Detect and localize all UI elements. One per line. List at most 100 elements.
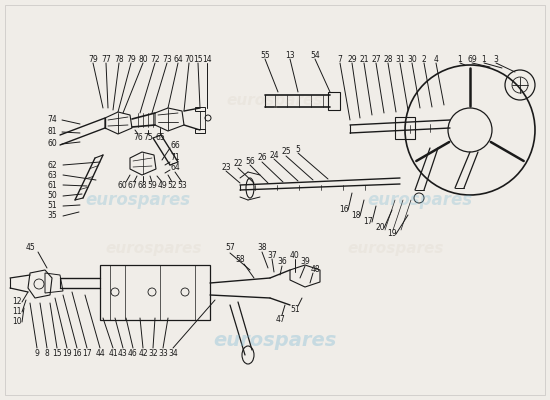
Text: 77: 77 [101, 54, 111, 64]
Text: 39: 39 [300, 258, 310, 266]
Text: 52: 52 [167, 180, 177, 190]
Bar [328, 92, 340, 110]
Bar [195, 129, 205, 133]
Text: 67: 67 [127, 180, 137, 190]
Text: 1: 1 [482, 54, 486, 64]
Text: 1: 1 [458, 54, 463, 64]
Text: 65: 65 [155, 134, 165, 142]
Text: 80: 80 [138, 54, 148, 64]
Text: 78: 78 [114, 54, 124, 64]
Text: 3: 3 [493, 54, 498, 64]
Text: 68: 68 [137, 180, 147, 190]
Text: 22: 22 [233, 160, 243, 168]
Text: 36: 36 [277, 258, 287, 266]
Text: 41: 41 [108, 348, 118, 358]
Text: eurospares: eurospares [85, 191, 190, 209]
Text: 45: 45 [25, 244, 35, 252]
Text: 40: 40 [290, 250, 300, 260]
Text: 60: 60 [117, 180, 127, 190]
Text: 13: 13 [285, 50, 295, 60]
Text: 12: 12 [12, 298, 22, 306]
Text: 76: 76 [133, 134, 143, 142]
Bar [395, 117, 415, 139]
Text: 14: 14 [202, 56, 212, 64]
Text: 49: 49 [157, 180, 167, 190]
Text: 29: 29 [347, 54, 357, 64]
Text: eurospares: eurospares [367, 191, 472, 209]
Text: 47: 47 [275, 316, 285, 324]
Text: 64: 64 [170, 164, 180, 172]
Text: 63: 63 [47, 170, 57, 180]
Text: 50: 50 [47, 192, 57, 200]
Text: 60: 60 [47, 140, 57, 148]
Text: 74: 74 [47, 116, 57, 124]
Text: 43: 43 [118, 348, 128, 358]
Text: 37: 37 [267, 250, 277, 260]
Text: 70: 70 [184, 54, 194, 64]
Text: eurospares: eurospares [213, 330, 337, 350]
Text: 31: 31 [395, 54, 405, 64]
Text: 21: 21 [359, 54, 369, 64]
Text: 69: 69 [467, 54, 477, 64]
Text: 2: 2 [422, 54, 426, 64]
Text: eurospares: eurospares [106, 240, 202, 256]
Text: 17: 17 [82, 348, 92, 358]
Text: 51: 51 [290, 306, 300, 314]
Text: 35: 35 [47, 212, 57, 220]
Text: 26: 26 [257, 154, 267, 162]
Text: 16: 16 [72, 348, 82, 358]
Text: 62: 62 [47, 160, 57, 170]
Text: 11: 11 [12, 308, 22, 316]
Text: 55: 55 [260, 50, 270, 60]
Text: 53: 53 [177, 180, 187, 190]
Text: 5: 5 [295, 144, 300, 154]
Text: 79: 79 [88, 54, 98, 64]
Text: 10: 10 [12, 318, 22, 326]
Text: 51: 51 [47, 202, 57, 210]
Text: 17: 17 [363, 218, 373, 226]
Text: 56: 56 [245, 156, 255, 166]
Text: 19: 19 [387, 230, 397, 238]
Text: 42: 42 [138, 348, 148, 358]
Text: 7: 7 [338, 54, 343, 64]
Text: 20: 20 [375, 224, 385, 232]
Text: 30: 30 [407, 54, 417, 64]
Text: 33: 33 [158, 348, 168, 358]
Text: 34: 34 [168, 348, 178, 358]
Text: 8: 8 [45, 348, 50, 358]
Text: 71: 71 [170, 154, 180, 162]
Text: 27: 27 [371, 54, 381, 64]
Text: 32: 32 [148, 348, 158, 358]
Text: 75: 75 [143, 134, 153, 142]
Text: eurospares: eurospares [348, 240, 444, 256]
Text: 24: 24 [269, 150, 279, 160]
Text: 58: 58 [235, 256, 245, 264]
Text: 64: 64 [173, 54, 183, 64]
Text: 59: 59 [147, 180, 157, 190]
Text: 46: 46 [128, 348, 138, 358]
Text: 18: 18 [351, 212, 361, 220]
Bar [100, 265, 210, 320]
Bar [195, 107, 205, 111]
Text: 15: 15 [52, 348, 62, 358]
Text: 15: 15 [193, 56, 203, 64]
Text: eurospares: eurospares [227, 92, 323, 108]
Text: 57: 57 [225, 244, 235, 252]
Text: 61: 61 [47, 180, 57, 190]
Text: 23: 23 [221, 162, 231, 172]
Text: 72: 72 [150, 54, 160, 64]
Text: 44: 44 [95, 348, 105, 358]
Text: 9: 9 [35, 348, 40, 358]
Text: 38: 38 [257, 244, 267, 252]
Text: 4: 4 [433, 54, 438, 64]
Text: 28: 28 [383, 54, 393, 64]
Text: 81: 81 [47, 128, 57, 136]
Text: 16: 16 [339, 206, 349, 214]
Text: 73: 73 [162, 54, 172, 64]
Text: 19: 19 [62, 348, 72, 358]
Text: 66: 66 [170, 140, 180, 150]
Text: 25: 25 [281, 148, 291, 156]
Text: 48: 48 [310, 264, 320, 274]
Text: 54: 54 [310, 50, 320, 60]
Text: 79: 79 [126, 54, 136, 64]
